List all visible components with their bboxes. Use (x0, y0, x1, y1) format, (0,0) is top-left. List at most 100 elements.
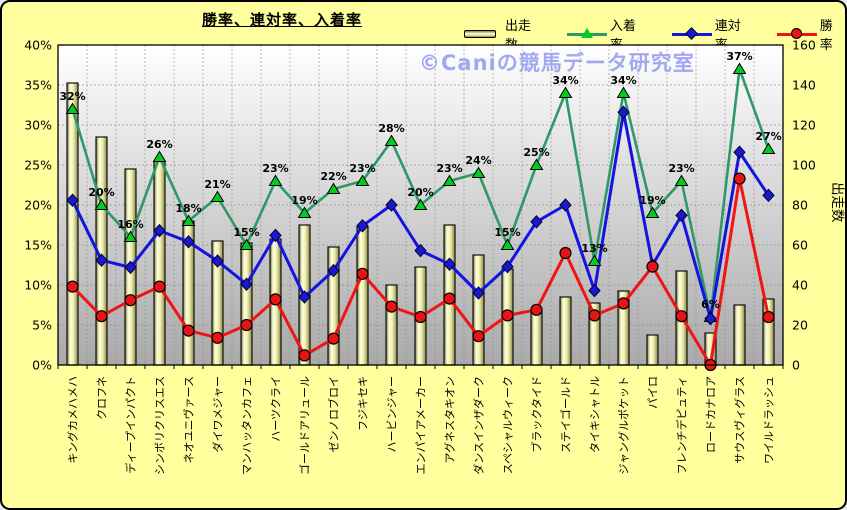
circle-marker (559, 246, 572, 260)
category-label: ディープインパクト (124, 376, 138, 474)
triangle-marker (181, 214, 196, 226)
category-label: ジャングルポケット (617, 376, 631, 474)
plot-border (57, 44, 784, 366)
value-label: 18% (175, 202, 201, 215)
diamond-marker (617, 105, 630, 119)
right-tick-label: 140 (792, 78, 816, 93)
diamond-marker (559, 198, 572, 212)
bar (733, 304, 746, 366)
category-label: フレンチデピュティ (675, 376, 689, 474)
category-label: シンボリクリスエス (154, 376, 167, 475)
diamond-marker (385, 198, 398, 212)
category-label: ゼンノロブロイ (327, 376, 341, 452)
circle-legend-icon (776, 27, 817, 41)
bar (472, 254, 485, 366)
value-label: 23% (668, 162, 694, 175)
circle-marker (588, 309, 601, 322)
category-label: ネオユニヴァース (182, 376, 196, 463)
left-tick-label: 40% (24, 38, 52, 53)
bar (385, 284, 398, 366)
markers-circle (66, 172, 775, 372)
diamond-marker (356, 219, 369, 233)
bar (559, 296, 572, 366)
left-tick-label: 25% (24, 158, 52, 173)
left-tick-label: 20% (24, 198, 52, 213)
category-label: ワイルドラッシュ (763, 376, 776, 464)
value-label: 34% (610, 74, 636, 87)
circle-marker (269, 293, 282, 306)
triangle-marker (500, 238, 515, 250)
value-label: 27% (755, 130, 781, 143)
category-label: ブラックタイド (530, 376, 544, 453)
left-tick-label: 0% (32, 358, 52, 373)
category-label: クロフネ (96, 376, 109, 420)
diamond-marker (588, 283, 601, 298)
left-tick-label: 15% (24, 238, 52, 253)
category-label: サウスヴィグラス (733, 376, 747, 464)
circle-marker (327, 332, 340, 345)
gridlines (58, 44, 783, 365)
circle-marker (501, 309, 514, 322)
category-label: ロードカナロア (705, 376, 718, 453)
diamond-marker (124, 260, 137, 275)
category-label: ダンスインザダーク (472, 376, 486, 475)
triangle-marker (384, 134, 399, 146)
right-tick-label: 80 (792, 198, 808, 213)
triangle-marker (65, 102, 80, 114)
value-label: 24% (465, 154, 491, 167)
right-axis-labels: 0 20 40 60 80 100 120 140 160 (792, 38, 816, 373)
triangle-marker (413, 198, 428, 210)
triangle-marker (210, 190, 225, 202)
value-label: 26% (146, 138, 172, 151)
legend-label: 勝率 (819, 19, 833, 53)
diamond-marker (501, 259, 514, 274)
bar (646, 334, 659, 366)
category-label: フジキセキ (357, 376, 370, 431)
circle-marker (675, 310, 688, 323)
circle-marker (385, 300, 398, 313)
circle-marker (472, 330, 485, 343)
diamond-marker (704, 311, 717, 326)
value-label: 28% (378, 122, 404, 135)
right-tick-label: 20 (792, 318, 808, 333)
value-label: 37% (726, 50, 752, 63)
diamond-marker (240, 277, 253, 291)
circle-marker (762, 310, 775, 324)
value-label: 21% (204, 178, 230, 191)
diamond-marker (153, 223, 166, 238)
bar (762, 298, 775, 366)
category-label: ステイゴールド (559, 376, 573, 453)
right-tick-label: 100 (792, 158, 816, 173)
category-label: マンハッタンカフェ (241, 376, 254, 475)
bar (530, 310, 543, 366)
circle-marker (443, 292, 456, 305)
bar-legend-icon (462, 27, 501, 41)
triangle-marker (297, 206, 312, 218)
diamond-marker (472, 286, 485, 300)
category-label: パイロ (647, 376, 660, 409)
triangle-marker (471, 166, 486, 178)
category-label: アグネスタキオン (443, 376, 457, 463)
circle-marker (617, 297, 630, 310)
circle-marker (356, 267, 369, 280)
circle-marker (66, 280, 79, 293)
diamond-marker (66, 193, 79, 207)
triangle-marker (761, 142, 776, 154)
category-label: キングカメハメハ (66, 376, 80, 464)
triangle-marker (442, 174, 457, 186)
right-tick-label: 160 (792, 38, 816, 53)
diamond-marker (327, 263, 340, 278)
value-label: 19% (639, 194, 665, 207)
diamond-marker (762, 188, 775, 203)
bar (240, 242, 253, 366)
left-tick-label: 30% (24, 118, 52, 133)
value-label: 20% (88, 186, 114, 199)
circle-marker (733, 172, 746, 185)
circle-marker (298, 349, 311, 362)
triangle-marker (529, 158, 544, 170)
triangle-marker (326, 182, 341, 194)
circle-marker (182, 324, 195, 337)
category-label: ハーツクライ (270, 376, 283, 442)
